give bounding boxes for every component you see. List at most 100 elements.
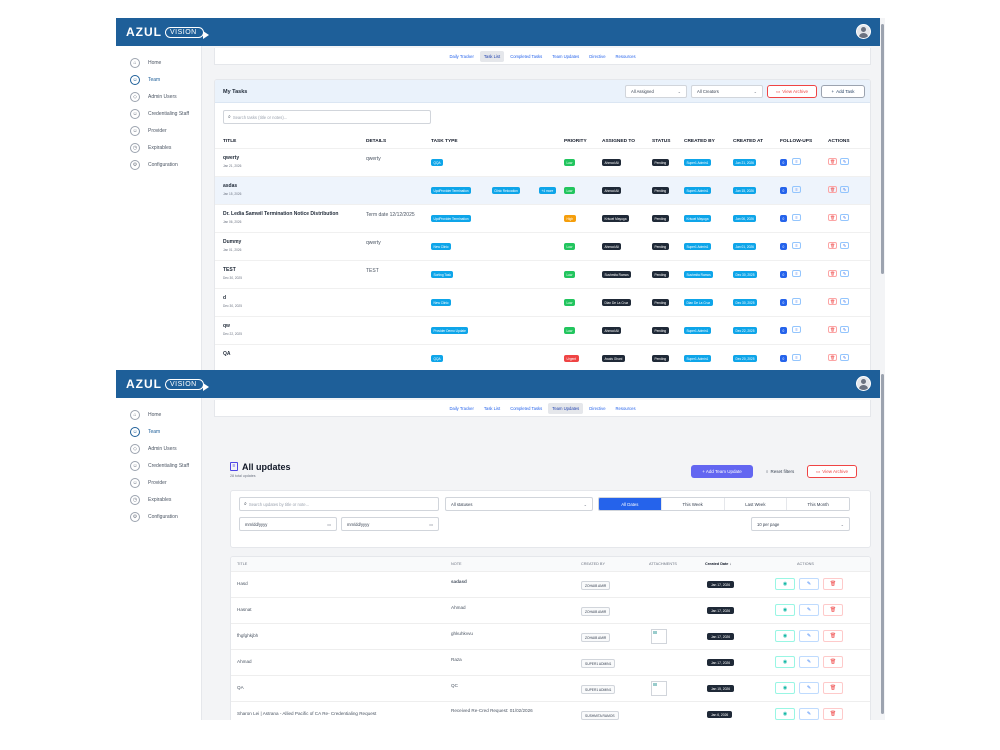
table-row[interactable]: fhgfghkjbh ghkuhkvvu ZOHAIB AMIR Jan 17, 20…: [231, 623, 870, 649]
sidebar-item-credentialing-staff[interactable]: ☺ Credentialing Staff: [116, 105, 201, 122]
task-title[interactable]: Dummy: [223, 239, 242, 245]
tab-directive[interactable]: Directive: [589, 53, 606, 59]
followup-notes-icon[interactable]: ≡: [792, 158, 801, 165]
azul-vision-logo[interactable]: AZUL VISION: [126, 375, 209, 393]
sidebar-item-admin-users[interactable]: ◇ Admin Users: [116, 88, 201, 105]
task-title[interactable]: Dr. Ledia Samwil Termination Notice Dist…: [223, 211, 339, 217]
tab-completed-tasks[interactable]: Completed Tasks: [510, 405, 543, 411]
tab-resources[interactable]: Resources: [615, 53, 636, 59]
date-from-input[interactable]: mm/dd/yyyy ▭: [239, 517, 337, 531]
followup-notes-icon[interactable]: ≡: [792, 354, 801, 361]
delete-icon[interactable]: 🗑: [823, 682, 843, 694]
sidebar-item-configuration[interactable]: ⚙ Configuration: [116, 156, 201, 173]
update-title[interactable]: QA: [237, 685, 244, 690]
table-row[interactable]: d Dec 30, 2025 New Clinic Low Dian De La Cru…: [215, 288, 870, 316]
tab-task-list[interactable]: Task List: [483, 405, 501, 411]
sidebar-item-provider[interactable]: ☺ Provider: [116, 474, 201, 491]
table-row[interactable]: Sharon Lei | Astrana - Allied Pacific of…: [231, 701, 870, 720]
edit-icon[interactable]: ✎: [799, 630, 819, 642]
sidebar-item-configuration[interactable]: ⚙ Configuration: [116, 508, 201, 525]
delete-icon[interactable]: 🗑: [828, 326, 837, 333]
tab-team-updates[interactable]: Team Updates: [552, 53, 580, 59]
edit-icon[interactable]: ✎: [840, 354, 849, 361]
column-header[interactable]: Created Date ↓: [705, 562, 732, 566]
delete-icon[interactable]: 🗑: [823, 604, 843, 616]
table-row[interactable]: Hasd sadasd ZOHAIB AMIR Jan 17, 2026 ◉ ✎ 🗑: [231, 571, 870, 597]
scrollbar[interactable]: [880, 18, 885, 370]
range-tab-last-week[interactable]: Last Week: [723, 498, 787, 510]
followup-notes-icon[interactable]: ≡: [792, 242, 801, 249]
table-row[interactable]: asdas Jan 15, 2026 UpdProvider Termination…: [215, 176, 870, 204]
creators-filter[interactable]: All Creators ⌄: [691, 85, 763, 98]
delete-icon[interactable]: 🗑: [828, 270, 837, 277]
edit-icon[interactable]: ✎: [840, 158, 849, 165]
range-tab-all-dates[interactable]: All Dates: [599, 498, 661, 510]
avatar[interactable]: [856, 376, 871, 391]
edit-icon[interactable]: ✎: [799, 682, 819, 694]
status-filter[interactable]: All statuses ⌄: [445, 497, 593, 511]
table-row[interactable]: Hasnat Ahmad ZOHAIB AMIR Jan 17, 2026 ◉ ✎ 🗑: [231, 597, 870, 623]
task-title[interactable]: asdas: [223, 183, 238, 189]
edit-icon[interactable]: ✎: [840, 326, 849, 333]
reset-filters-button[interactable]: ○ Reset filters: [758, 465, 802, 478]
delete-icon[interactable]: 🗑: [823, 656, 843, 668]
sidebar-item-admin-users[interactable]: ◇ Admin Users: [116, 440, 201, 457]
tab-completed-tasks[interactable]: Completed Tasks: [510, 53, 543, 59]
sidebar-item-expirables[interactable]: ◷ Expirables: [116, 139, 201, 156]
delete-icon[interactable]: 🗑: [828, 214, 837, 221]
update-title[interactable]: Hasd: [237, 581, 248, 586]
task-search-input[interactable]: ⌕ Search tasks (title or notes)...: [223, 110, 431, 124]
tab-daily-tracker[interactable]: Daily Tracker: [449, 405, 474, 411]
sidebar-item-expirables[interactable]: ◷ Expirables: [116, 491, 201, 508]
delete-icon[interactable]: 🗑: [828, 158, 837, 165]
task-title[interactable]: QA: [223, 351, 231, 357]
delete-icon[interactable]: 🗑: [823, 708, 843, 720]
view-archive-button[interactable]: ▭ View Archive: [807, 465, 857, 478]
add-team-update-button[interactable]: + Add Team Update: [691, 465, 753, 478]
table-row[interactable]: Dr. Ledia Samwil Termination Notice Dist…: [215, 204, 870, 232]
update-title[interactable]: Hasnat: [237, 607, 252, 612]
delete-icon[interactable]: 🗑: [823, 578, 843, 590]
view-icon[interactable]: ◉: [775, 630, 795, 642]
view-archive-button[interactable]: ▭ View Archive: [767, 85, 817, 98]
table-row[interactable]: QA QQA Urgent Awais Ghani Pending Super1 Admi…: [215, 344, 870, 370]
azul-vision-logo[interactable]: AZUL VISION: [126, 23, 209, 41]
task-title[interactable]: TEST: [223, 267, 236, 273]
followup-notes-icon[interactable]: ≡: [792, 326, 801, 333]
sidebar-item-home[interactable]: ⌂ Home: [116, 406, 201, 423]
table-row[interactable]: qwerty Jan 21, 2026 qwerty QQA Low Ahmad Ali P…: [215, 148, 870, 176]
table-row[interactable]: Dummy Jan 01, 2026 qwerty New Clinic Low Ahma…: [215, 232, 870, 260]
tab-task-list[interactable]: Task List: [479, 50, 505, 62]
edit-icon[interactable]: ✎: [799, 656, 819, 668]
range-tab-this-month[interactable]: This Month: [786, 498, 849, 510]
sidebar-item-provider[interactable]: ☺ Provider: [116, 122, 201, 139]
table-row[interactable]: TEST Dec 30, 2025 TEST Sorting Task Low Sushm…: [215, 260, 870, 288]
assigned-filter[interactable]: All Assigned ⌄: [625, 85, 687, 98]
tab-directive[interactable]: Directive: [589, 405, 606, 411]
edit-icon[interactable]: ✎: [799, 604, 819, 616]
view-icon[interactable]: ◉: [775, 604, 795, 616]
delete-icon[interactable]: 🗑: [828, 242, 837, 249]
edit-icon[interactable]: ✎: [799, 708, 819, 720]
edit-icon[interactable]: ✎: [799, 578, 819, 590]
date-to-input[interactable]: mm/dd/yyyy ▭: [341, 517, 439, 531]
sidebar-item-team[interactable]: ☺ Team: [116, 71, 201, 88]
task-title[interactable]: qw: [223, 323, 230, 329]
table-row[interactable]: qw Dec 22, 2025 Provider Demo Update Low Ahm…: [215, 316, 870, 344]
delete-icon[interactable]: 🗑: [828, 186, 837, 193]
delete-icon[interactable]: 🗑: [828, 298, 837, 305]
edit-icon[interactable]: ✎: [840, 242, 849, 249]
task-title[interactable]: qwerty: [223, 155, 240, 161]
sidebar-item-credentialing-staff[interactable]: ☺ Credentialing Staff: [116, 457, 201, 474]
view-icon[interactable]: ◉: [775, 578, 795, 590]
followup-notes-icon[interactable]: ≡: [792, 186, 801, 193]
view-icon[interactable]: ◉: [775, 708, 795, 720]
update-title[interactable]: fhgfghkjbh: [237, 633, 259, 638]
sidebar-item-team[interactable]: ☺ Team: [116, 423, 201, 440]
sidebar-item-home[interactable]: ⌂ Home: [116, 54, 201, 71]
avatar[interactable]: [856, 24, 871, 39]
update-title[interactable]: Ahmad: [237, 659, 252, 664]
delete-icon[interactable]: 🗑: [828, 354, 837, 361]
attachment-thumbnail[interactable]: [651, 681, 667, 696]
task-title[interactable]: d: [223, 295, 227, 301]
